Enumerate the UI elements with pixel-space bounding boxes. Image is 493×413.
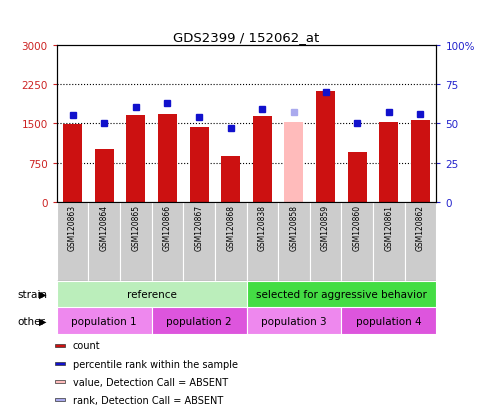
Text: GSM120865: GSM120865 bbox=[131, 205, 141, 251]
Bar bbox=[348, 153, 367, 202]
Bar bbox=[55, 398, 65, 401]
Bar bbox=[341, 202, 373, 281]
Bar bbox=[88, 202, 120, 281]
Bar bbox=[152, 308, 246, 335]
Text: GSM120868: GSM120868 bbox=[226, 205, 235, 251]
Text: population 1: population 1 bbox=[71, 316, 137, 326]
Bar bbox=[95, 150, 113, 202]
Text: value, Detection Call = ABSENT: value, Detection Call = ABSENT bbox=[73, 377, 228, 387]
Bar bbox=[221, 157, 240, 202]
Text: rank, Detection Call = ABSENT: rank, Detection Call = ABSENT bbox=[73, 395, 223, 405]
Bar bbox=[284, 122, 304, 202]
Bar bbox=[278, 202, 310, 281]
Bar bbox=[152, 202, 183, 281]
Text: other: other bbox=[17, 316, 45, 326]
Text: GSM120860: GSM120860 bbox=[352, 205, 362, 251]
Text: GSM120859: GSM120859 bbox=[321, 205, 330, 251]
Text: strain: strain bbox=[17, 289, 47, 299]
Text: GSM120838: GSM120838 bbox=[258, 205, 267, 251]
Text: GSM120864: GSM120864 bbox=[100, 205, 108, 251]
Bar bbox=[57, 308, 152, 335]
Bar bbox=[253, 116, 272, 202]
Bar bbox=[189, 128, 209, 202]
Bar bbox=[316, 91, 335, 202]
Text: population 2: population 2 bbox=[166, 316, 232, 326]
Bar bbox=[120, 202, 152, 281]
Text: GSM120862: GSM120862 bbox=[416, 205, 425, 251]
Text: reference: reference bbox=[127, 289, 176, 299]
Bar bbox=[158, 114, 177, 202]
Text: population 3: population 3 bbox=[261, 316, 327, 326]
Bar bbox=[55, 380, 65, 383]
Text: selected for aggressive behavior: selected for aggressive behavior bbox=[256, 289, 427, 299]
Text: count: count bbox=[73, 341, 101, 351]
Bar bbox=[55, 344, 65, 347]
Text: GSM120863: GSM120863 bbox=[68, 205, 77, 251]
Text: GSM120861: GSM120861 bbox=[385, 205, 393, 251]
Bar bbox=[55, 362, 65, 366]
Bar bbox=[380, 122, 398, 202]
Bar bbox=[373, 202, 405, 281]
Text: population 4: population 4 bbox=[356, 316, 422, 326]
Bar bbox=[57, 281, 246, 308]
Text: percentile rank within the sample: percentile rank within the sample bbox=[73, 359, 238, 369]
Bar bbox=[246, 281, 436, 308]
Text: ▶: ▶ bbox=[39, 316, 47, 326]
Bar bbox=[126, 116, 145, 202]
Bar bbox=[310, 202, 341, 281]
Bar bbox=[183, 202, 215, 281]
Bar bbox=[246, 202, 278, 281]
Bar bbox=[63, 124, 82, 202]
Bar bbox=[411, 121, 430, 202]
Text: GSM120858: GSM120858 bbox=[289, 205, 298, 251]
Bar bbox=[246, 308, 341, 335]
Text: GSM120867: GSM120867 bbox=[195, 205, 204, 251]
Bar bbox=[215, 202, 246, 281]
Title: GDS2399 / 152062_at: GDS2399 / 152062_at bbox=[174, 31, 319, 44]
Text: ▶: ▶ bbox=[39, 289, 47, 299]
Text: GSM120866: GSM120866 bbox=[163, 205, 172, 251]
Bar bbox=[57, 202, 88, 281]
Bar bbox=[341, 308, 436, 335]
Bar bbox=[405, 202, 436, 281]
